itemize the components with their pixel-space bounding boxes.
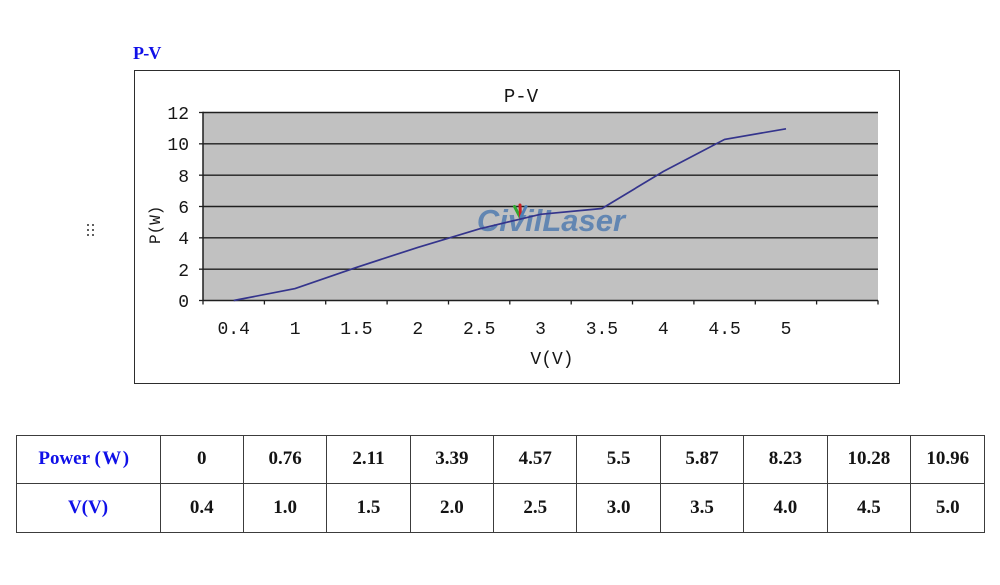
- svg-text:CivilLaser: CivilLaser: [477, 203, 627, 238]
